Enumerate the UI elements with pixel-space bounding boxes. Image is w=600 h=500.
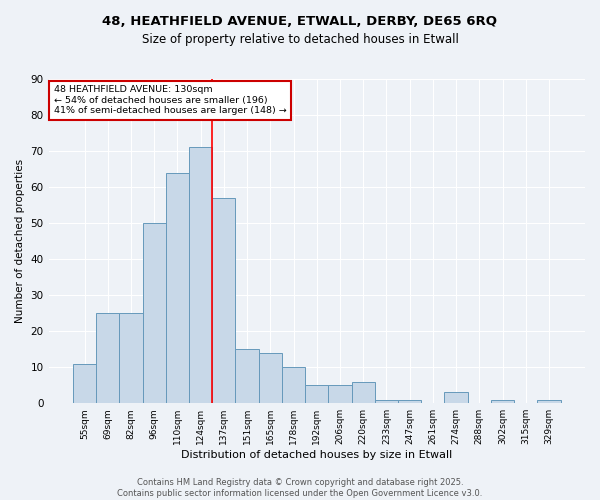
Bar [235, 349, 259, 403]
Bar [445, 392, 468, 403]
Bar [259, 353, 282, 403]
Bar [96, 313, 119, 403]
Text: Contains HM Land Registry data © Crown copyright and database right 2025.
Contai: Contains HM Land Registry data © Crown c… [118, 478, 482, 498]
Bar [538, 400, 560, 403]
Bar [212, 198, 235, 403]
Text: 48 HEATHFIELD AVENUE: 130sqm
← 54% of detached houses are smaller (196)
41% of s: 48 HEATHFIELD AVENUE: 130sqm ← 54% of de… [54, 86, 287, 116]
Y-axis label: Number of detached properties: Number of detached properties [15, 159, 25, 323]
Bar [119, 313, 143, 403]
Bar [328, 385, 352, 403]
Bar [491, 400, 514, 403]
Bar [352, 382, 375, 403]
Bar [282, 367, 305, 403]
Text: 48, HEATHFIELD AVENUE, ETWALL, DERBY, DE65 6RQ: 48, HEATHFIELD AVENUE, ETWALL, DERBY, DE… [103, 15, 497, 28]
Bar [73, 364, 96, 403]
Bar [189, 148, 212, 403]
Bar [166, 172, 189, 403]
Bar [398, 400, 421, 403]
Text: Size of property relative to detached houses in Etwall: Size of property relative to detached ho… [142, 32, 458, 46]
Bar [375, 400, 398, 403]
Bar [305, 385, 328, 403]
Bar [143, 223, 166, 403]
X-axis label: Distribution of detached houses by size in Etwall: Distribution of detached houses by size … [181, 450, 452, 460]
